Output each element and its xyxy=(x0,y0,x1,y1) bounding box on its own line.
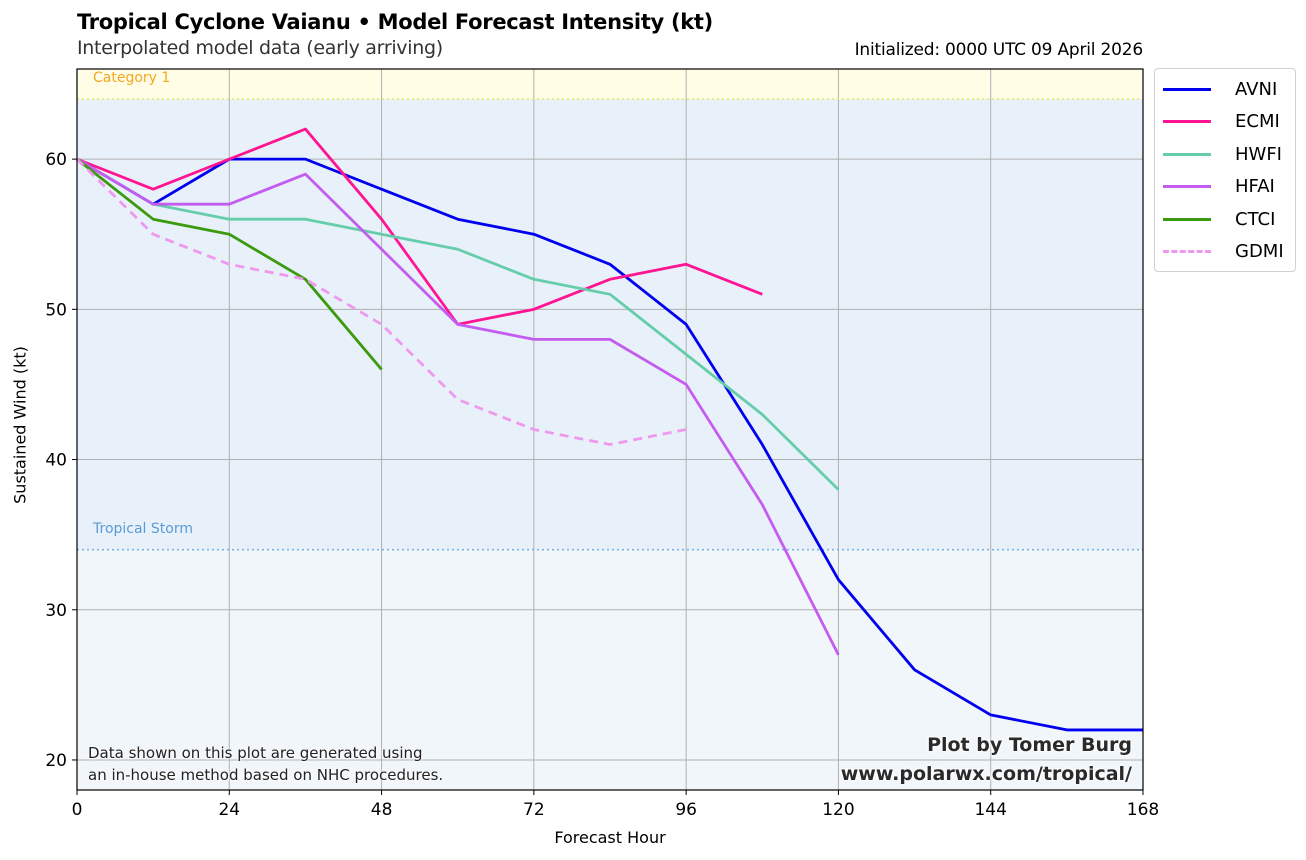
legend-label: HFAI xyxy=(1235,176,1275,198)
y-tick-label: 50 xyxy=(45,300,67,320)
legend-swatch xyxy=(1163,185,1211,189)
x-axis-ticks: 0 24 48 72 96 120 144 168 xyxy=(72,790,1159,820)
series-lines xyxy=(76,127,1143,732)
legend-swatch xyxy=(1163,217,1211,221)
x-tick-label: 168 xyxy=(1127,800,1159,820)
y-axis-ticks: 20 30 40 50 60 xyxy=(45,150,77,771)
legend-item-avni: AVNI xyxy=(1155,73,1295,106)
x-tick-label: 144 xyxy=(974,800,1006,820)
legend-item-ctci: CTCI xyxy=(1155,203,1295,236)
y-tick-label: 60 xyxy=(45,150,67,170)
series-line-hwfi xyxy=(76,157,840,491)
legend: AVNI ECMI HWFI HFAI CTCI GDMI xyxy=(1154,68,1296,272)
x-tick-label: 24 xyxy=(218,800,240,820)
y-tick-label: 30 xyxy=(45,601,67,621)
tropical-depression-band xyxy=(77,549,1143,790)
legend-label: AVNI xyxy=(1235,78,1278,100)
legend-swatch xyxy=(1163,152,1211,156)
legend-item-gdmi: GDMI xyxy=(1155,236,1295,269)
legend-item-ecmi: ECMI xyxy=(1155,106,1295,139)
category-1-band xyxy=(77,69,1143,100)
initialized-time: Initialized: 0000 UTC 09 April 2026 xyxy=(854,40,1144,60)
x-axis-label: Forecast Hour xyxy=(554,828,666,847)
disclaimer-line-1: Data shown on this plot are generated us… xyxy=(88,744,423,762)
legend-swatch xyxy=(1163,250,1211,254)
series-line-ecmi xyxy=(76,127,763,326)
y-tick-label: 40 xyxy=(45,451,67,471)
legend-item-hwfi: HWFI xyxy=(1155,138,1295,171)
legend-label: HWFI xyxy=(1235,143,1282,165)
y-tick-label: 20 xyxy=(45,751,67,771)
plot-credit: Plot by Tomer Burg www.polarwx.com/tropi… xyxy=(841,731,1132,789)
intensity-bands xyxy=(77,69,1143,790)
chart-title: Tropical Cyclone Vaianu • Model Forecast… xyxy=(77,10,713,34)
legend-label: ECMI xyxy=(1235,111,1280,133)
credit-author: Plot by Tomer Burg xyxy=(927,734,1132,756)
series-line-hfai xyxy=(76,157,840,656)
disclaimer-note: Data shown on this plot are generated us… xyxy=(88,742,443,786)
series-line-avni xyxy=(76,157,1143,732)
x-tick-label: 0 xyxy=(72,800,83,820)
y-axis-label: Sustained Wind (kt) xyxy=(10,346,30,504)
plot-frame xyxy=(76,68,1144,791)
legend-item-hfai: HFAI xyxy=(1155,171,1295,204)
x-tick-label: 72 xyxy=(523,800,545,820)
legend-swatch xyxy=(1163,120,1211,124)
disclaimer-line-2: an in-house method based on NHC procedur… xyxy=(88,766,444,784)
x-tick-label: 48 xyxy=(371,800,393,820)
category-1-label: Category 1 xyxy=(93,70,171,86)
credit-url: www.polarwx.com/tropical/ xyxy=(840,763,1132,785)
legend-swatch xyxy=(1163,87,1211,91)
tropical-storm-label: Tropical Storm xyxy=(93,520,193,537)
series-line-ctci xyxy=(76,158,383,371)
x-tick-label: 120 xyxy=(822,800,854,820)
chart-subtitle: Interpolated model data (early arriving) xyxy=(77,37,443,59)
legend-label: GDMI xyxy=(1235,241,1284,263)
legend-label: CTCI xyxy=(1235,208,1276,230)
x-tick-label: 96 xyxy=(675,800,697,820)
tropical-storm-band xyxy=(77,99,1143,550)
